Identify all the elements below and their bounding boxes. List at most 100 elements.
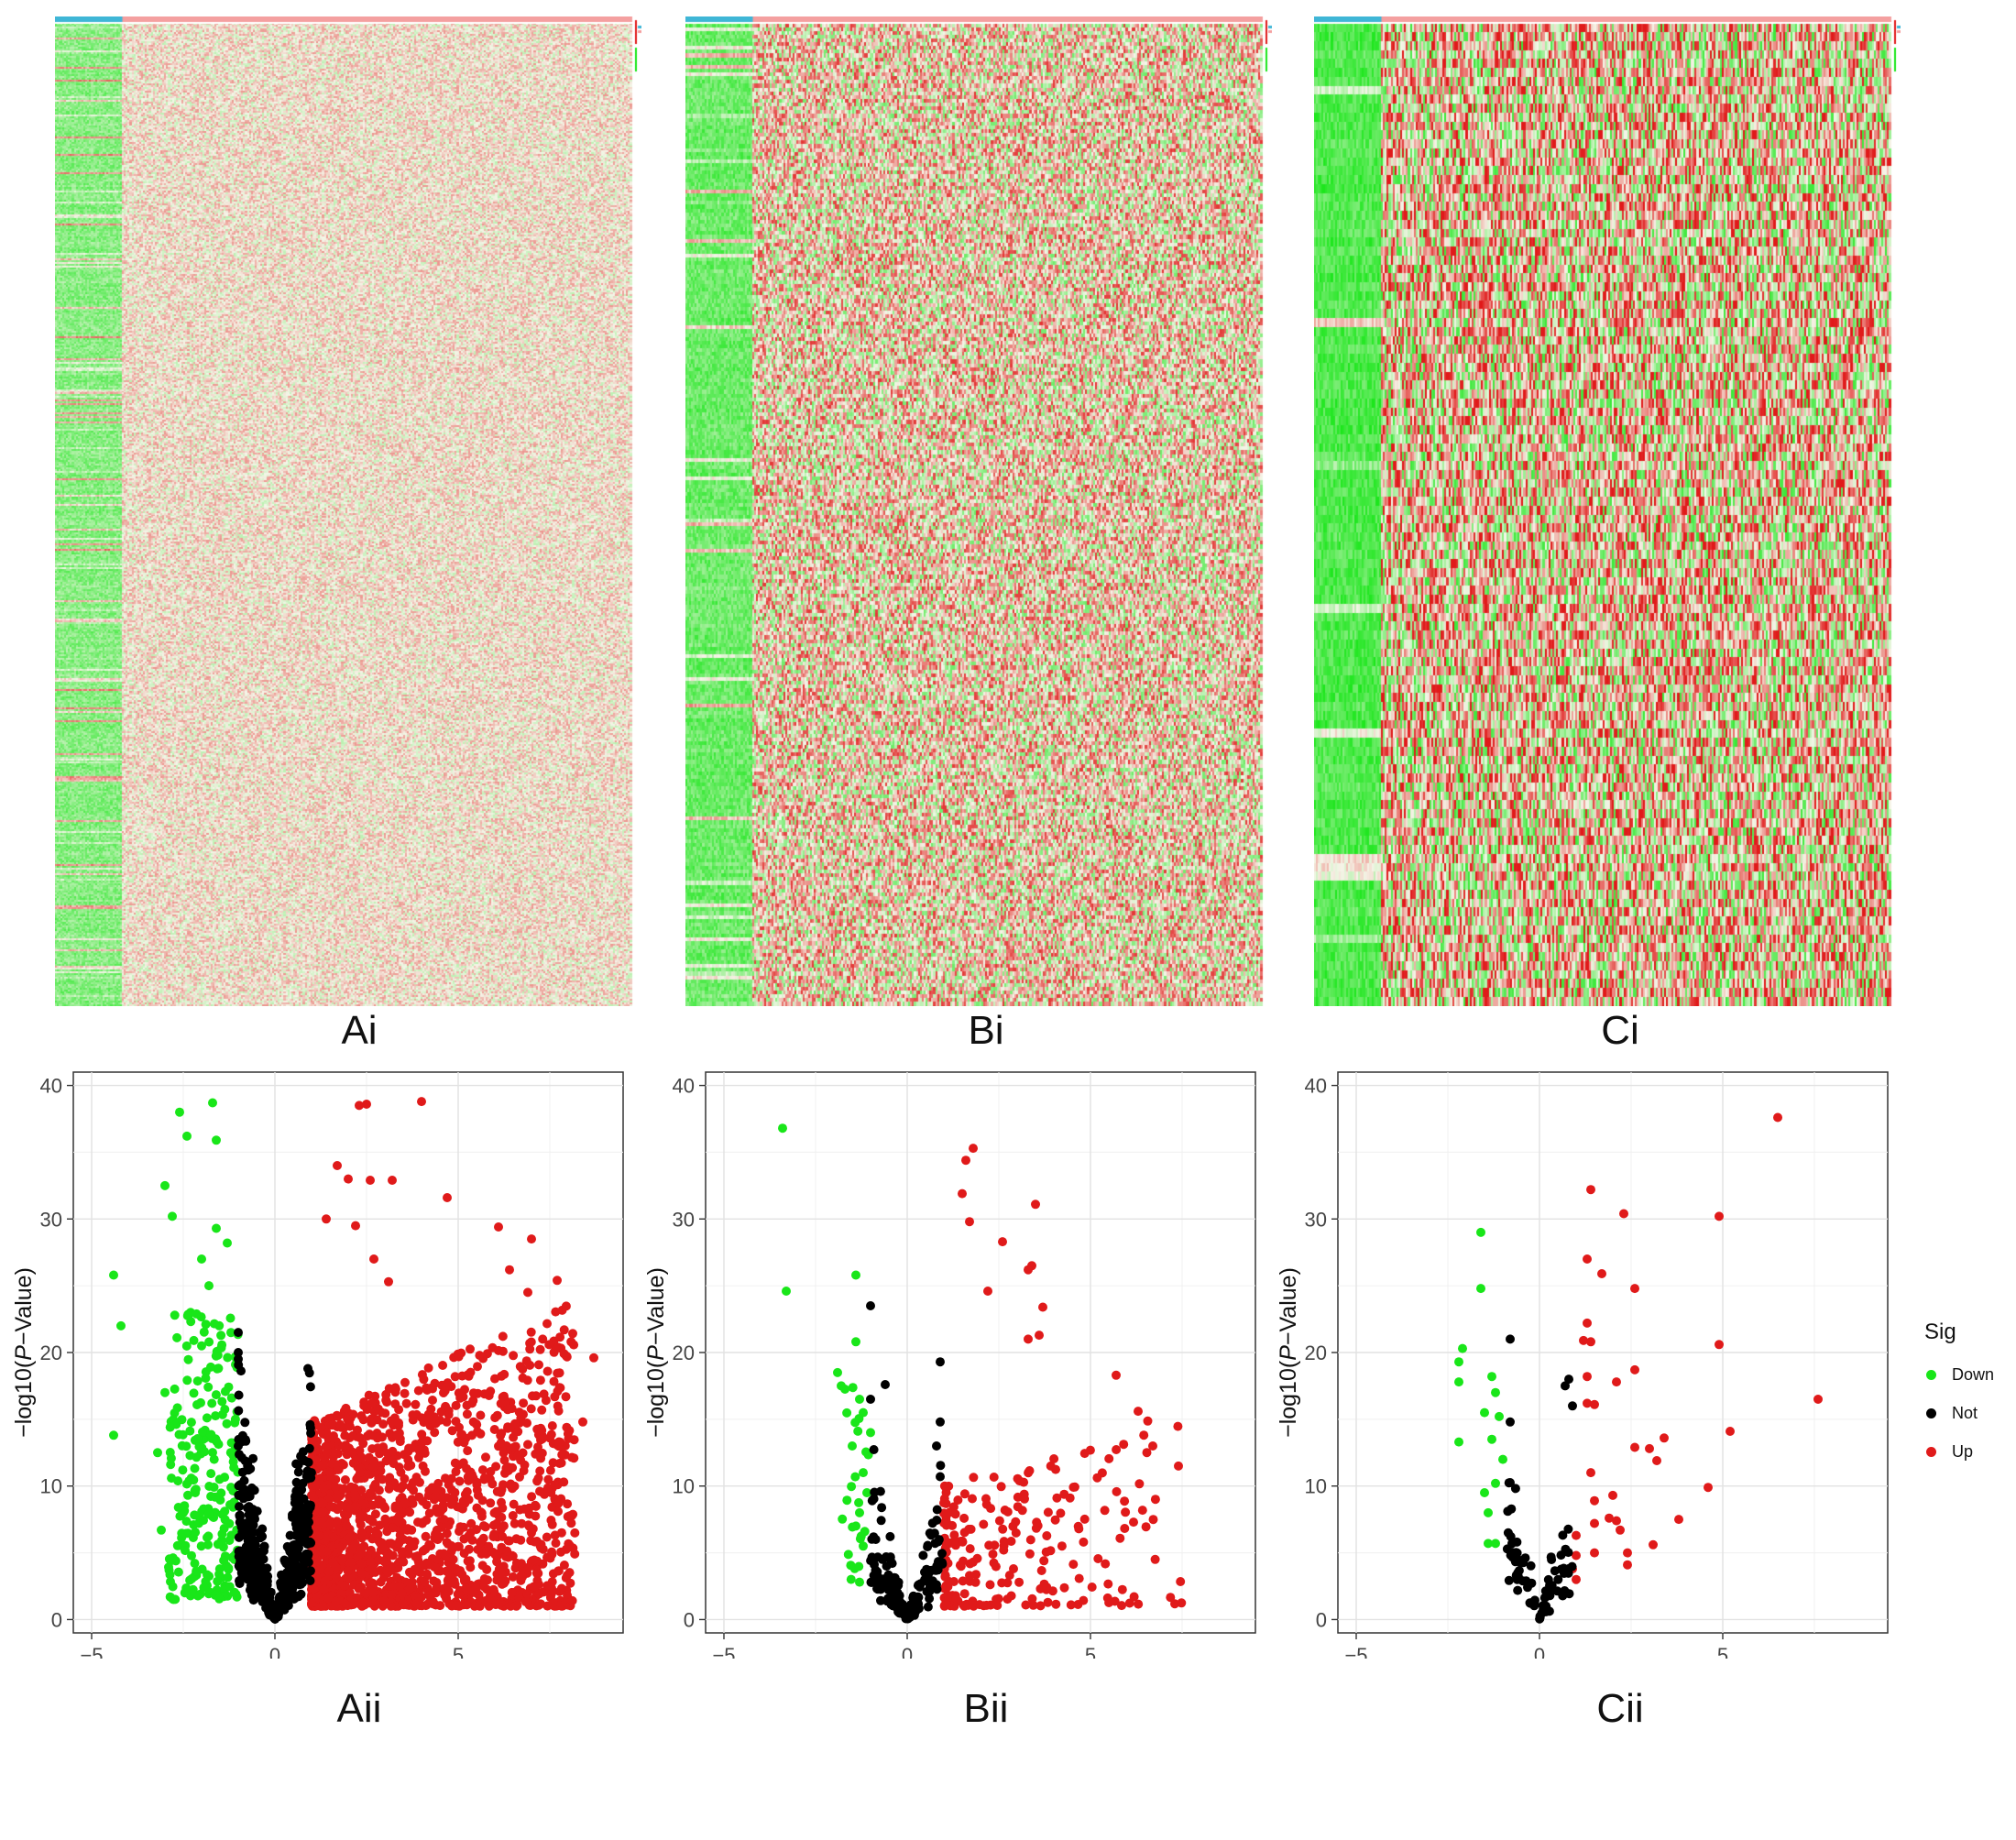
legend: Sig Down Not Up	[1908, 1320, 2009, 1475]
point-up	[356, 1559, 367, 1569]
point-down	[859, 1468, 868, 1478]
point-up	[399, 1557, 409, 1567]
point-down	[190, 1559, 200, 1569]
point-up	[479, 1582, 489, 1592]
point-up	[997, 1578, 1007, 1588]
point-up	[458, 1392, 468, 1402]
point-up	[390, 1501, 400, 1511]
point-not	[867, 1552, 877, 1562]
point-up	[531, 1568, 542, 1578]
point-not	[255, 1560, 265, 1570]
legend-swatch-up	[1926, 1447, 1936, 1457]
point-down	[211, 1390, 221, 1400]
point-up	[533, 1442, 542, 1452]
point-up	[1572, 1550, 1581, 1561]
point-up	[964, 1524, 974, 1534]
point-not	[244, 1465, 254, 1475]
point-up	[1597, 1269, 1606, 1278]
point-down	[851, 1337, 860, 1347]
point-up	[1006, 1537, 1016, 1546]
point-up	[1143, 1416, 1153, 1426]
point-not	[1544, 1606, 1554, 1616]
point-up	[1129, 1517, 1138, 1528]
point-up	[1103, 1579, 1113, 1589]
point-up	[503, 1422, 513, 1432]
point-down	[175, 1107, 184, 1117]
point-up	[1134, 1599, 1144, 1609]
point-down	[1454, 1357, 1463, 1367]
point-up	[388, 1446, 398, 1456]
point-down	[1454, 1437, 1463, 1447]
point-up	[509, 1351, 519, 1361]
point-up	[496, 1398, 506, 1408]
point-up	[429, 1576, 439, 1586]
point-up	[1079, 1595, 1089, 1605]
point-up	[550, 1480, 560, 1490]
point-not	[1506, 1478, 1515, 1487]
point-up	[1176, 1577, 1186, 1586]
point-up	[1134, 1407, 1143, 1417]
point-up	[374, 1485, 384, 1495]
point-not	[923, 1602, 933, 1612]
point-not	[287, 1576, 297, 1586]
point-down	[206, 1429, 216, 1440]
point-up	[989, 1473, 999, 1482]
point-up	[515, 1472, 524, 1482]
point-up	[411, 1598, 422, 1608]
point-down	[173, 1476, 183, 1486]
point-not	[885, 1531, 895, 1541]
point-not	[867, 1534, 877, 1544]
point-down	[209, 1319, 219, 1329]
x-tick-label: 5	[453, 1644, 464, 1659]
point-up	[497, 1579, 507, 1589]
point-up	[996, 1482, 1006, 1492]
point-up	[422, 1500, 432, 1510]
point-down	[782, 1287, 791, 1296]
y-tick-label: 30	[1305, 1208, 1327, 1231]
point-down	[862, 1488, 871, 1497]
point-up	[538, 1544, 548, 1554]
point-up	[367, 1500, 378, 1510]
y-tick-label: 30	[40, 1208, 62, 1231]
point-up	[374, 1495, 384, 1505]
point-up	[477, 1508, 487, 1518]
point-not	[236, 1546, 245, 1556]
point-down	[192, 1376, 203, 1386]
point-down	[216, 1342, 226, 1353]
heatmap-ai	[55, 16, 641, 1006]
point-up	[1704, 1483, 1713, 1493]
point-down	[1487, 1372, 1496, 1382]
point-not	[304, 1368, 314, 1378]
point-up	[318, 1506, 328, 1517]
point-up	[488, 1584, 499, 1594]
point-up	[390, 1399, 400, 1409]
point-up	[340, 1430, 350, 1440]
point-up	[444, 1520, 454, 1530]
point-up	[333, 1161, 342, 1170]
point-not	[876, 1516, 886, 1526]
point-down	[190, 1463, 200, 1473]
point-up	[386, 1601, 396, 1611]
point-down	[181, 1546, 191, 1556]
point-down	[189, 1475, 199, 1485]
point-not	[244, 1510, 254, 1520]
point-up	[1038, 1302, 1047, 1312]
point-up	[1137, 1506, 1147, 1516]
point-down	[229, 1462, 239, 1473]
point-not	[877, 1503, 887, 1513]
point-up	[473, 1362, 482, 1372]
point-not	[894, 1591, 904, 1601]
point-up	[520, 1504, 530, 1514]
point-down	[201, 1374, 211, 1383]
point-up	[479, 1474, 489, 1484]
point-down	[1495, 1411, 1504, 1421]
point-up	[496, 1438, 506, 1448]
point-up	[439, 1515, 449, 1525]
point-down	[1487, 1434, 1496, 1444]
point-not	[1561, 1381, 1570, 1391]
volcano-plot-aii: −505010203040logFC−log10(P−Value)	[11, 1071, 624, 1659]
point-up	[436, 1407, 446, 1417]
point-up	[544, 1340, 554, 1350]
point-not	[235, 1517, 245, 1528]
point-up	[958, 1576, 968, 1586]
